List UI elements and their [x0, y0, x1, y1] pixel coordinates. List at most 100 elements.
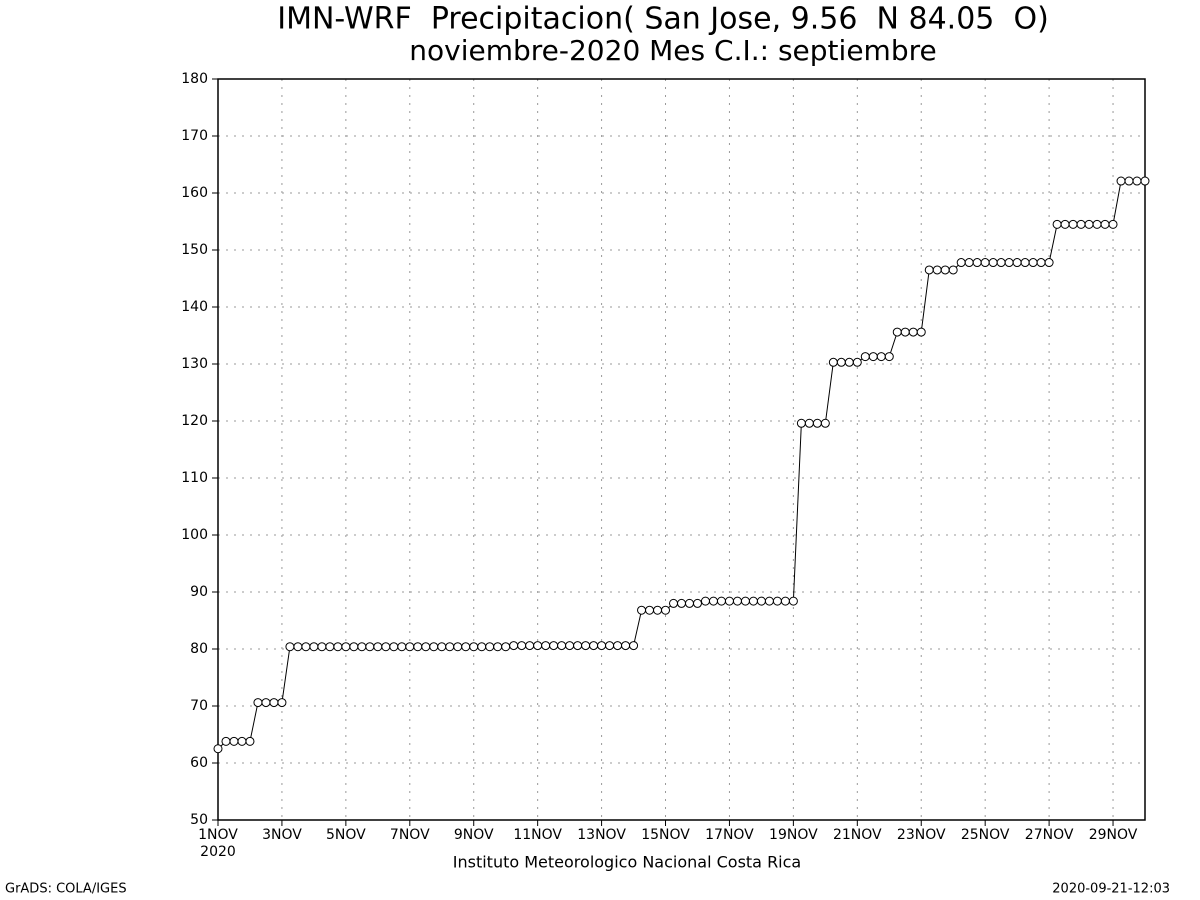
data-point — [213, 744, 223, 754]
data-point — [740, 596, 750, 606]
data-point — [637, 605, 647, 615]
data-point — [1140, 176, 1150, 186]
data-point — [972, 258, 982, 268]
y-tick-label: 150 — [181, 242, 208, 258]
x-tick-label: 11NOV — [513, 827, 562, 843]
data-point — [621, 641, 631, 651]
data-point — [581, 641, 591, 651]
data-point — [445, 642, 455, 652]
data-point — [1124, 176, 1134, 186]
data-point — [724, 596, 734, 606]
data-point — [381, 642, 391, 652]
data-point — [828, 357, 838, 367]
x-tick-label: 15NOV — [641, 827, 690, 843]
x-tick-label: 5NOV — [326, 827, 366, 843]
data-point — [844, 357, 854, 367]
data-point — [525, 641, 535, 651]
data-point — [413, 642, 423, 652]
data-point — [373, 642, 383, 652]
data-point — [916, 327, 926, 337]
data-point — [908, 327, 918, 337]
data-point — [1132, 176, 1142, 186]
data-point — [788, 596, 798, 606]
data-point — [996, 258, 1006, 268]
data-point — [764, 596, 774, 606]
y-tick-label: 180 — [181, 71, 208, 87]
credit: GrADS: COLA/IGES — [5, 882, 127, 897]
x-tick-label: 21NOV — [833, 827, 882, 843]
data-point — [988, 258, 998, 268]
y-tick-label: 60 — [190, 755, 208, 771]
data-point — [1084, 219, 1094, 229]
data-point — [852, 357, 862, 367]
data-point — [517, 641, 527, 651]
data-point — [405, 642, 415, 652]
data-point — [820, 418, 830, 428]
data-point — [780, 596, 790, 606]
data-point — [772, 596, 782, 606]
y-tick-label: 160 — [181, 185, 208, 201]
data-point — [333, 642, 343, 652]
data-point — [1012, 258, 1022, 268]
data-point — [1052, 219, 1062, 229]
data-point — [237, 736, 247, 746]
data-point — [1028, 258, 1038, 268]
x-tick-label: 13NOV — [577, 827, 626, 843]
data-point — [669, 598, 679, 608]
x-tick-label: 27NOV — [1025, 827, 1074, 843]
data-point — [245, 736, 255, 746]
data-point — [1116, 176, 1126, 186]
data-line — [217, 180, 1145, 750]
data-point — [229, 736, 239, 746]
y-tick-label: 110 — [181, 470, 208, 486]
data-point — [876, 352, 886, 362]
data-point — [461, 642, 471, 652]
data-point — [421, 642, 431, 652]
data-point — [684, 598, 694, 608]
data-point — [645, 605, 655, 615]
data-point — [796, 418, 806, 428]
data-point — [653, 605, 663, 615]
data-point — [493, 642, 503, 652]
data-point — [509, 641, 519, 651]
data-point — [700, 596, 710, 606]
data-point — [389, 642, 399, 652]
data-point — [964, 258, 974, 268]
y-tick-label: 100 — [181, 527, 208, 543]
data-point — [605, 641, 615, 651]
y-tick-label: 170 — [181, 128, 208, 144]
x-tick-label: 25NOV — [961, 827, 1010, 843]
data-point — [956, 258, 966, 268]
data-point — [501, 642, 511, 652]
data-point — [1076, 219, 1086, 229]
data-point — [716, 596, 726, 606]
data-point — [261, 698, 271, 708]
data-point — [549, 641, 559, 651]
plot-frame — [217, 78, 1146, 821]
x-tick-label: 23NOV — [897, 827, 946, 843]
data-point — [253, 698, 263, 708]
y-tick-label: 90 — [190, 584, 208, 600]
data-point — [1092, 219, 1102, 229]
data-point — [341, 642, 351, 652]
data-point — [1036, 258, 1046, 268]
x-tick-label: 3NOV — [262, 827, 302, 843]
data-point — [884, 352, 894, 362]
data-point — [1004, 258, 1014, 268]
data-point — [677, 598, 686, 608]
data-point — [573, 641, 583, 651]
data-point — [661, 605, 671, 615]
data-point — [357, 642, 367, 652]
data-point — [1100, 219, 1110, 229]
x-tick-label: 1NOV — [198, 827, 238, 843]
data-point — [892, 327, 902, 337]
data-point — [756, 596, 766, 606]
x-tick-label: 17NOV — [705, 827, 754, 843]
data-point — [557, 641, 567, 651]
data-point — [1068, 219, 1078, 229]
data-point — [397, 642, 407, 652]
data-point — [485, 642, 495, 652]
data-point — [804, 418, 814, 428]
y-tick-label: 120 — [181, 413, 208, 429]
data-point — [269, 698, 279, 708]
